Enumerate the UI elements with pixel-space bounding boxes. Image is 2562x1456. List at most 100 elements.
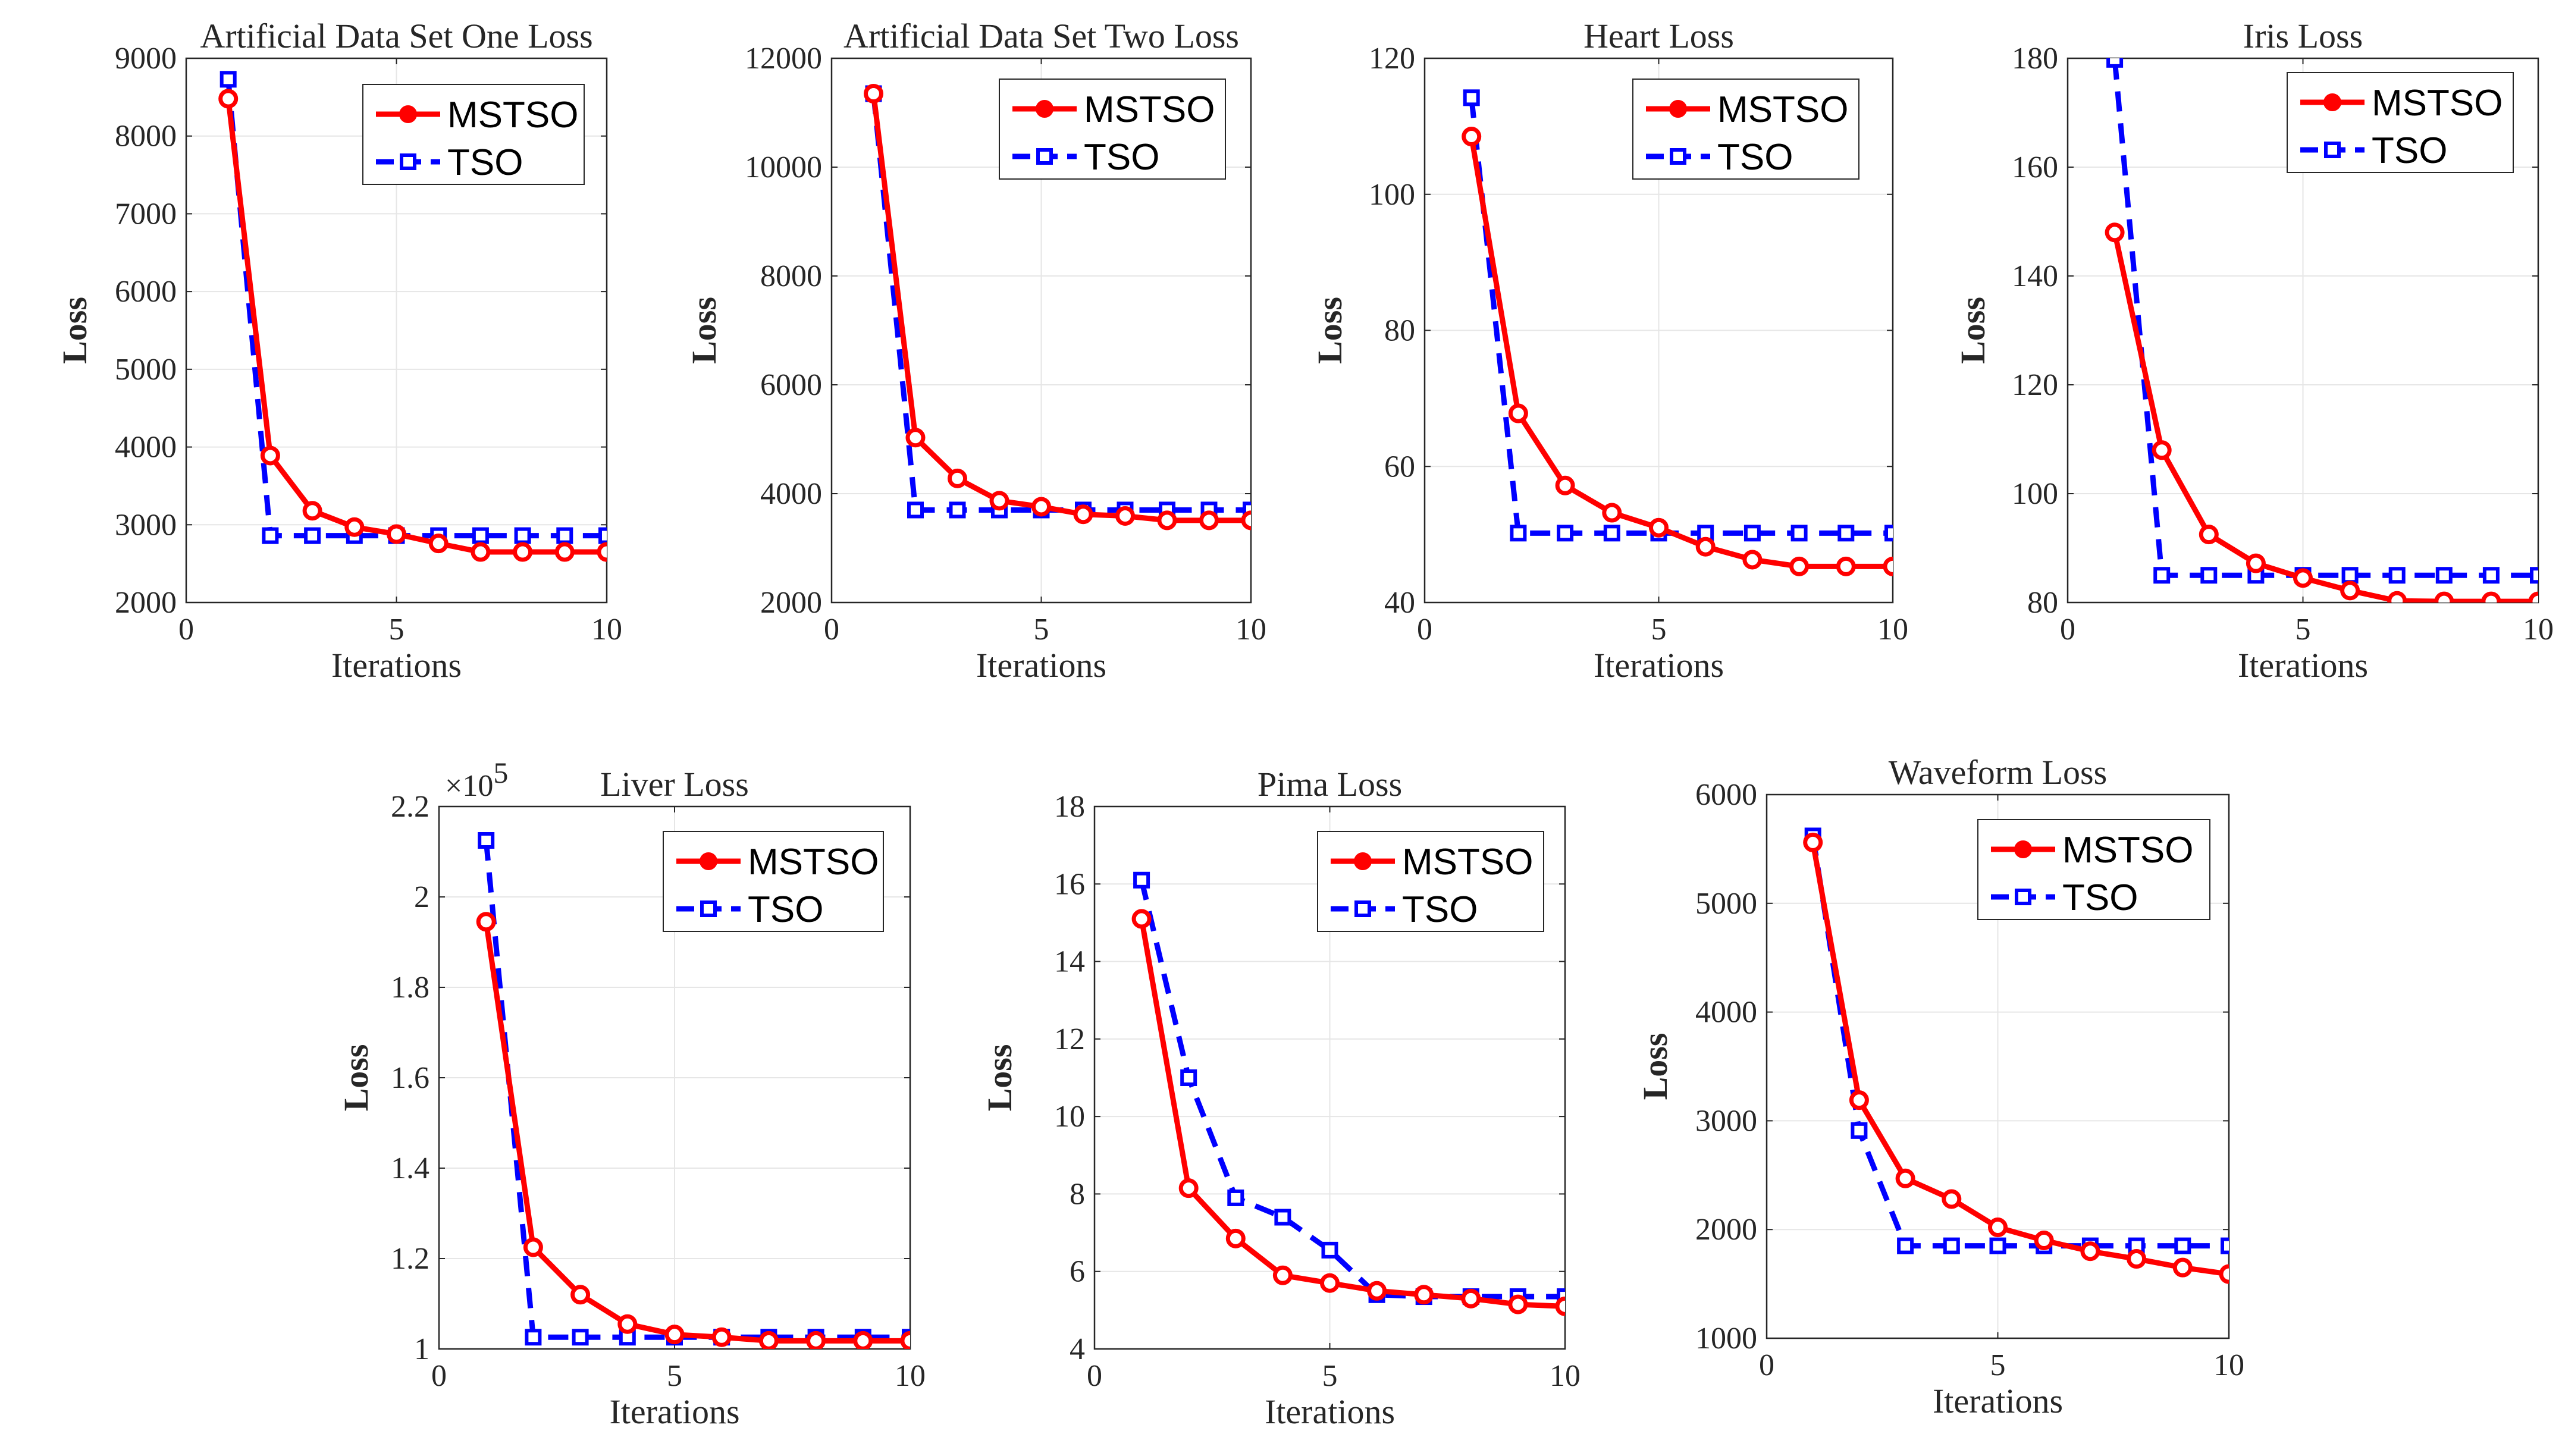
- data-point-mstso: [344, 517, 365, 537]
- data-point-mstso: [617, 1314, 638, 1334]
- y-tick-label: 9000: [115, 42, 177, 76]
- series-group: [1462, 89, 1893, 576]
- legend: MSTSO TSO: [1317, 831, 1544, 932]
- series-line-tso: [2112, 59, 2538, 578]
- y-tick-label: 40: [1384, 586, 1415, 620]
- series-line-mstso: [2112, 231, 2538, 603]
- legend-marker-mstso: [1669, 100, 1687, 118]
- series-line-tso: [483, 840, 910, 1340]
- y-axis-label: Loss: [980, 1044, 1019, 1112]
- data-point-mstso: [2034, 1230, 2054, 1250]
- legend: MSTSO TSO: [663, 831, 884, 932]
- y-tick-label: 7000: [115, 197, 177, 231]
- data-point-mstso: [2481, 591, 2501, 603]
- data-point-tso: [1180, 1069, 1197, 1086]
- y-tick-label: 5000: [1695, 887, 1757, 921]
- data-point-tso: [2341, 567, 2359, 584]
- legend-label-mstso: MSTSO: [1402, 842, 1533, 883]
- data-point-mstso: [1115, 506, 1135, 526]
- legend-marker-mstso: [2014, 840, 2032, 858]
- data-point-tso: [907, 501, 924, 519]
- y-tick-label: 10000: [745, 150, 822, 184]
- data-point-mstso: [1508, 1294, 1528, 1314]
- data-point-mstso: [2219, 1264, 2229, 1284]
- axes-box: [2066, 57, 2539, 604]
- chart-panel: 0 5 10 2000 3000 4000 5000 6000 7000 8000 9000 Arti…: [55, 17, 622, 685]
- data-point-tso: [1274, 1209, 1291, 1226]
- data-point-tso: [2153, 567, 2171, 584]
- series-line-mstso: [871, 93, 1251, 523]
- axes-box: [1423, 57, 1894, 604]
- legend-label-tso: TSO: [1402, 889, 1478, 930]
- data-point-mstso: [900, 1331, 910, 1349]
- data-point-mstso: [1649, 517, 1669, 538]
- data-point-mstso: [2127, 1249, 2147, 1269]
- x-tick-label: 10: [2213, 1348, 2244, 1382]
- y-tick-label: 100: [2012, 477, 2058, 511]
- x-tick-label: 0: [1759, 1348, 1774, 1382]
- y-tick-label: 1.4: [391, 1151, 429, 1185]
- legend-marker-mstso: [700, 852, 717, 870]
- x-axis-label: Iterations: [609, 1392, 739, 1431]
- legend-marker-tso: [2015, 889, 2031, 905]
- data-point-tso: [2482, 567, 2500, 584]
- data-point-tso: [219, 71, 237, 88]
- x-axis-label: Iterations: [1594, 646, 1724, 685]
- y-tick-label: 6000: [760, 368, 822, 402]
- data-point-tso: [2435, 567, 2453, 584]
- legend: MSTSO TSO: [1632, 79, 1859, 180]
- data-point-mstso: [1895, 1168, 1915, 1188]
- y-tick-label: 4000: [760, 477, 822, 511]
- data-point-mstso: [989, 491, 1009, 511]
- data-point-mstso: [2434, 591, 2454, 603]
- data-point-mstso: [1803, 832, 1823, 852]
- data-point-tso: [2388, 567, 2406, 584]
- y-tick-label: 80: [1384, 314, 1415, 348]
- data-point-mstso: [1555, 475, 1575, 495]
- y-tick-label: 4: [1070, 1332, 1085, 1366]
- data-point-tso: [949, 501, 966, 519]
- data-point-mstso: [428, 534, 449, 554]
- data-point-mstso: [1883, 556, 1893, 576]
- y-axis-label: Loss: [1953, 297, 1992, 364]
- chart-title: Artificial Data Set Two Loss: [843, 17, 1239, 55]
- data-point-mstso: [513, 542, 533, 562]
- data-point-tso: [478, 832, 495, 849]
- data-point-tso: [1557, 525, 1574, 542]
- legend-label-tso: TSO: [1084, 137, 1159, 178]
- data-point-tso: [514, 527, 531, 544]
- y-tick-label: 140: [2012, 259, 2058, 293]
- x-tick-label: 0: [1087, 1359, 1102, 1393]
- y-tick-label: 2000: [760, 586, 822, 620]
- data-point-mstso: [2080, 1241, 2100, 1262]
- data-point-tso: [304, 527, 321, 544]
- data-point-mstso: [2246, 553, 2266, 573]
- legend-marker-tso: [2324, 142, 2341, 158]
- chart-panel: 0 5 10 40 60 80 100 120 Heart Loss Iterations Loss…: [1310, 17, 1908, 685]
- data-point-tso: [572, 1329, 589, 1346]
- y-tick-label: 180: [2012, 42, 2058, 76]
- chart-panel: 0 5 10 1 1.2 1.4 1.6 1.8 2 2.2 ×105 Liver Loss Itera…: [337, 756, 926, 1431]
- x-tick-label: 10: [1235, 613, 1266, 647]
- series-line-tso: [1810, 835, 2229, 1249]
- y-tick-label: 160: [2012, 150, 2058, 184]
- series-line-mstso: [1810, 842, 2229, 1277]
- legend-label-mstso: MSTSO: [2372, 83, 2503, 124]
- data-point-mstso: [2340, 580, 2360, 601]
- data-point-mstso: [2387, 591, 2407, 603]
- data-point-mstso: [2293, 568, 2313, 588]
- y-axis-label: Loss: [55, 297, 94, 364]
- x-axis-label: Iterations: [331, 646, 462, 685]
- legend-label-tso: TSO: [447, 142, 523, 183]
- y-tick-label: 6: [1070, 1255, 1085, 1289]
- series-group: [2105, 58, 2538, 603]
- y-tick-label: 16: [1054, 867, 1085, 901]
- data-point-mstso: [1073, 504, 1093, 525]
- chart-title: Heart Loss: [1583, 17, 1734, 55]
- y-tick-label: 1.8: [391, 971, 429, 1005]
- chart-panel: 0 5 10 4 6 8 10 12 14 16 18 Pima Loss Iterations Loss…: [980, 765, 1581, 1431]
- chart-panel: 0 5 10 1000 2000 3000 4000 5000 6000 Waveform Los…: [1636, 753, 2244, 1420]
- legend: MSTSO TSO: [2287, 72, 2514, 173]
- series-line-mstso: [225, 98, 607, 555]
- series-group: [864, 83, 1251, 531]
